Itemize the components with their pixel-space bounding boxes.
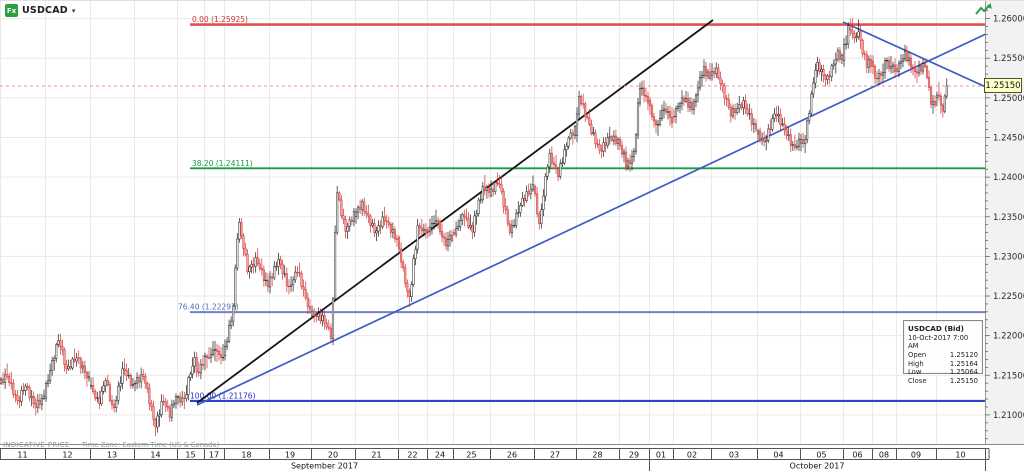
date-label: 25 [466, 451, 476, 460]
date-label: 09 [911, 451, 921, 460]
price-axis: 1.26000 1.25500 1.25000 1.24500 1.24000 1.235… [985, 1, 1024, 444]
date-label: 19 [285, 451, 295, 460]
date-label: 14 [150, 451, 160, 460]
date-label: 13 [107, 451, 117, 460]
date-label: 27 [550, 451, 560, 460]
grid-layer [0, 1, 986, 444]
trendline-layer [197, 20, 988, 405]
date-label: 18 [241, 451, 251, 460]
date-label: 06 [852, 451, 862, 460]
date-label: 11 [17, 451, 27, 460]
timezone-label: Time Zone: Eastern Time (US & Canada) [82, 441, 219, 449]
svg-text:1.22000: 1.22000 [993, 332, 1024, 342]
date-label: 20 [328, 451, 338, 460]
date-label: 21 [371, 451, 381, 460]
indicative-price-label: INDICATIVE PRICE [3, 441, 70, 449]
tooltip-datetime: 10-Oct-2017 7:00 AM [908, 334, 978, 350]
svg-text:1.25500: 1.25500 [993, 54, 1024, 64]
date-label: 03 [729, 451, 739, 460]
fib-label: 76.40 (1.22297) [178, 303, 239, 312]
date-label: 12 [62, 451, 72, 460]
date-label: 28 [592, 451, 602, 460]
month-label: September 2017 [291, 462, 358, 471]
trendline-channel-up-blue [197, 33, 988, 405]
fib-label: 38.20 (1.24111) [192, 159, 253, 168]
date-label: 17 [209, 451, 219, 460]
fx-instrument-icon: Fx [5, 4, 18, 17]
svg-text:1.26000: 1.26000 [993, 15, 1024, 25]
date-label: 02 [687, 451, 697, 460]
date-label: 24 [435, 451, 445, 460]
date-label: 10 [955, 451, 965, 460]
trendline-support-steep-black [197, 20, 713, 403]
tooltip-title: USDCAD (Bid) [908, 324, 978, 333]
svg-text:1.23500: 1.23500 [993, 213, 1024, 223]
fibonacci-layer: 0.00 (1.25925) 38.20 (1.24111) 76.40 (1.22… [178, 15, 985, 401]
date-label: 29 [629, 451, 639, 460]
candles-layer [0, 18, 947, 436]
svg-text:1.21000: 1.21000 [993, 411, 1024, 421]
date-label: 04 [773, 451, 783, 460]
svg-text:1.22500: 1.22500 [993, 292, 1024, 302]
svg-text:1.23000: 1.23000 [993, 252, 1024, 262]
month-label: October 2017 [790, 462, 845, 471]
fib-label: 0.00 (1.25925) [192, 15, 248, 24]
trend-up-icon[interactable] [975, 3, 992, 17]
date-label: 05 [816, 451, 826, 460]
date-label: 26 [507, 451, 517, 460]
date-label: 22 [407, 451, 417, 460]
svg-text:1.21500: 1.21500 [993, 371, 1024, 381]
svg-text:1.24000: 1.24000 [993, 173, 1024, 183]
current-price-tag: 1.25150 [984, 78, 1022, 93]
svg-text:1.25000: 1.25000 [993, 94, 1024, 104]
chevron-down-icon: ▾ [72, 7, 76, 15]
disclaimer-note: INDICATIVE PRICE Time Zone: Eastern Time… [3, 441, 219, 449]
date-label: 08 [879, 451, 889, 460]
symbol-selector[interactable]: Fx USDCAD ▾ [5, 4, 75, 17]
date-label: 15 [185, 451, 195, 460]
date-label: 01 [656, 451, 666, 460]
svg-text:1.24500: 1.24500 [993, 133, 1024, 143]
symbol-label: USDCAD [22, 5, 68, 16]
